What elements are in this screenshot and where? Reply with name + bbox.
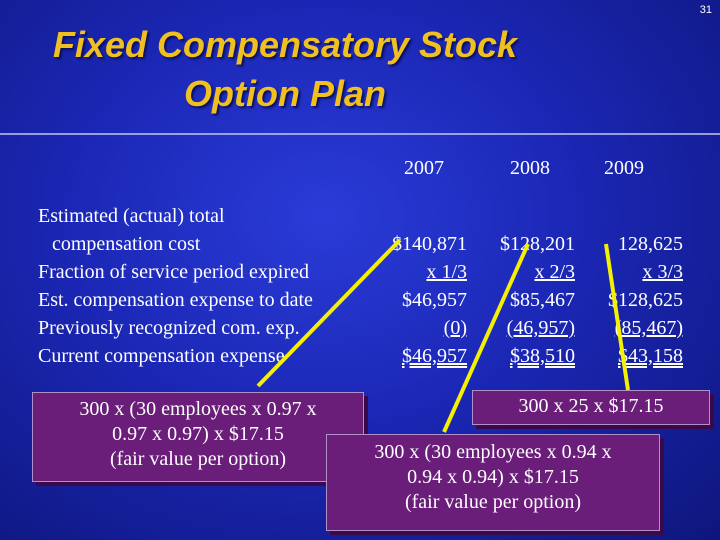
- value-2009-previous: (85,467): [614, 317, 683, 339]
- callout-2008-calculation: 300 x (30 employees x 0.94 x 0.94 x 0.94…: [326, 434, 660, 531]
- row-label-previous: Previously recognized com. exp.: [38, 317, 300, 339]
- value-2007-previous: (0): [443, 317, 467, 339]
- callout-2009-calculation: 300 x 25 x $17.15: [472, 390, 710, 425]
- row-label-fraction: Fraction of service period expired: [38, 261, 310, 283]
- year-header-2009: 2009: [604, 157, 644, 179]
- value-2008-previous: (46,957): [506, 317, 575, 339]
- callout-2008-line2: 0.94 x 0.94) x $17.15: [407, 466, 579, 488]
- value-2009-compensation-cost: 128,625: [618, 233, 683, 255]
- value-2008-compensation-cost: $128,201: [500, 233, 575, 255]
- arrow-2008-to-cost: [442, 243, 530, 433]
- value-2007-compensation-cost: $140,871: [392, 233, 467, 255]
- arrow-2009-to-cost: [604, 243, 630, 391]
- callout-2007-line1: 300 x (30 employees x 0.97 x: [79, 398, 317, 420]
- callout-2009-line1: 300 x 25 x $17.15: [518, 395, 664, 417]
- callout-2007-calculation: 300 x (30 employees x 0.97 x 0.97 x 0.97…: [32, 392, 364, 482]
- row-label-estimated-line2: compensation cost: [52, 233, 201, 255]
- value-2007-est-expense: $46,957: [402, 289, 467, 311]
- page-number: 31: [699, 4, 712, 16]
- year-header-2007: 2007: [404, 157, 444, 179]
- value-2009-est-expense: $128,625: [608, 289, 683, 311]
- callout-2007-line2: 0.97 x 0.97) x $17.15: [112, 423, 284, 445]
- row-label-est-expense: Est. compensation expense to date: [38, 289, 313, 311]
- value-2007-current: $46,957: [402, 345, 467, 367]
- arrow-2007-to-cost: [256, 238, 402, 388]
- row-label-current: Current compensation expense: [38, 345, 285, 367]
- title-divider: [0, 133, 720, 135]
- callout-2007-line3: (fair value per option): [109, 448, 287, 470]
- row-label-estimated-line1: Estimated (actual) total: [38, 205, 225, 227]
- value-2009-current: $43,158: [618, 345, 683, 367]
- value-2007-fraction: x 1/3: [426, 261, 467, 283]
- value-2008-current: $38,510: [510, 345, 575, 367]
- slide-title-line-1: Fixed Compensatory Stock: [52, 24, 518, 65]
- value-2009-fraction: x 3/3: [642, 261, 683, 283]
- value-2008-fraction: x 2/3: [534, 261, 575, 283]
- callout-2008-line1: 300 x (30 employees x 0.94 x: [374, 441, 612, 463]
- value-2008-est-expense: $85,467: [510, 289, 575, 311]
- year-header-2008: 2008: [510, 157, 550, 179]
- slide-title-line-2: Option Plan: [184, 73, 386, 114]
- callout-2008-line3: (fair value per option): [404, 491, 582, 513]
